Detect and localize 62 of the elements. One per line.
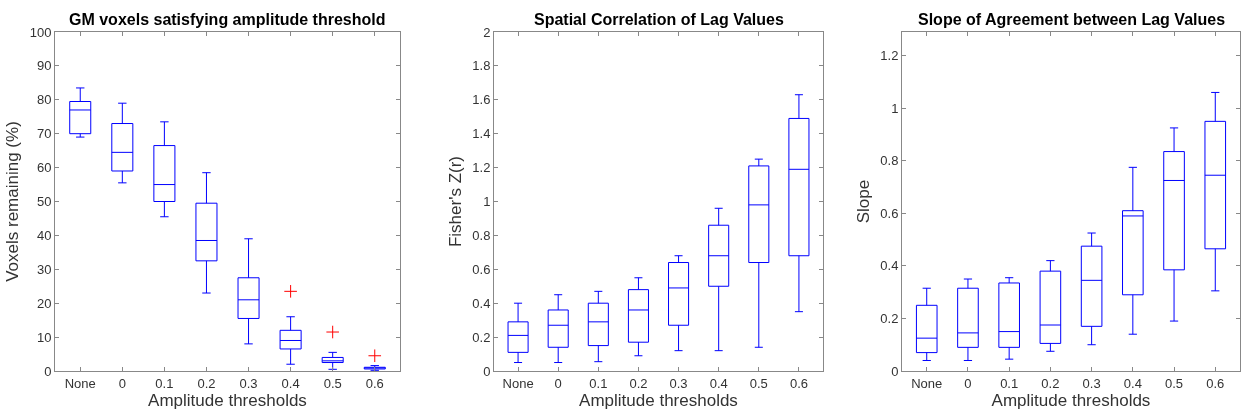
y-tick-label: 0.2 [880,310,899,326]
y-tick-label: 0.4 [880,258,899,274]
y-tick-label: 0.6 [472,261,491,277]
x-tick-label: 0.6 [365,375,384,391]
x-tick-label: 0.2 [629,375,648,391]
x-tick-label: 0 [118,375,126,391]
y-axis-title: Voxels remaining (%) [3,121,23,282]
x-tick-label: 0.3 [239,375,258,391]
y-tick-label: 80 [36,92,52,108]
y-tick-label: 50 [36,194,52,210]
y-tick-label: 1.2 [880,48,899,64]
x-axis-title: Amplitude thresholds [579,391,738,410]
x-tick-label: 0 [554,375,562,391]
y-tick-label: 1.8 [472,58,491,74]
chart-title: Spatial Correlation of Lag Values [534,11,784,28]
y-tick-label: 0.8 [472,227,491,243]
y-tick-label: 10 [36,329,52,345]
y-tick-label: 100 [29,24,52,40]
x-tick-label: 0 [964,375,972,391]
chart-title: Slope of Agreement between Lag Values [918,11,1226,28]
x-tick-label: 0.5 [323,375,342,391]
y-tick-label: 0 [44,363,52,379]
y-tick-label: 1.2 [472,160,491,176]
y-tick-label: 1 [483,194,491,210]
x-axis-title: Amplitude thresholds [148,391,307,410]
x-tick-label: 0.6 [789,375,808,391]
x-tick-label: 0.3 [1082,375,1101,391]
x-tick-label: None [64,375,96,391]
x-tick-label: 0.6 [1206,375,1225,391]
y-tick-label: 90 [36,58,52,74]
y-tick-label: 0.8 [880,153,899,169]
x-tick-label: 0.1 [1000,375,1019,391]
x-axis-title: Amplitude thresholds [991,391,1151,410]
y-tick-label: 0 [483,363,491,379]
x-tick-label: 0.3 [669,375,688,391]
y-tick-label: 0.6 [880,205,899,221]
x-tick-label: 0.2 [197,375,216,391]
x-tick-label: 0.5 [1165,375,1184,391]
y-tick-label: 1.4 [472,126,491,142]
x-tick-label: 0.1 [155,375,174,391]
y-tick-label: 0.4 [472,295,491,311]
x-tick-label: 0.4 [281,375,300,391]
y-tick-label: 2 [483,24,491,40]
y-axis-title: Fisher's Z(r) [445,155,465,248]
x-tick-label: 0.5 [749,375,768,391]
y-tick-label: 30 [36,261,52,277]
y-tick-label: 0.2 [472,329,491,345]
y-axis-title: Slope [853,179,873,224]
x-tick-label: 0.1 [589,375,608,391]
chart-title: GM voxels satisfying amplitude threshold [69,11,386,28]
y-tick-label: 1.6 [472,92,491,108]
y-tick-label: 0 [891,363,899,379]
x-tick-label: None [502,375,534,391]
y-tick-label: 70 [36,126,52,142]
x-tick-label: None [911,375,943,391]
x-tick-label: 0.4 [709,375,728,391]
y-tick-label: 40 [36,227,52,243]
x-tick-label: 0.4 [1123,375,1142,391]
y-tick-label: 60 [36,160,52,176]
y-tick-label: 1 [891,100,899,116]
y-tick-label: 20 [36,295,52,311]
x-tick-label: 0.2 [1041,375,1060,391]
